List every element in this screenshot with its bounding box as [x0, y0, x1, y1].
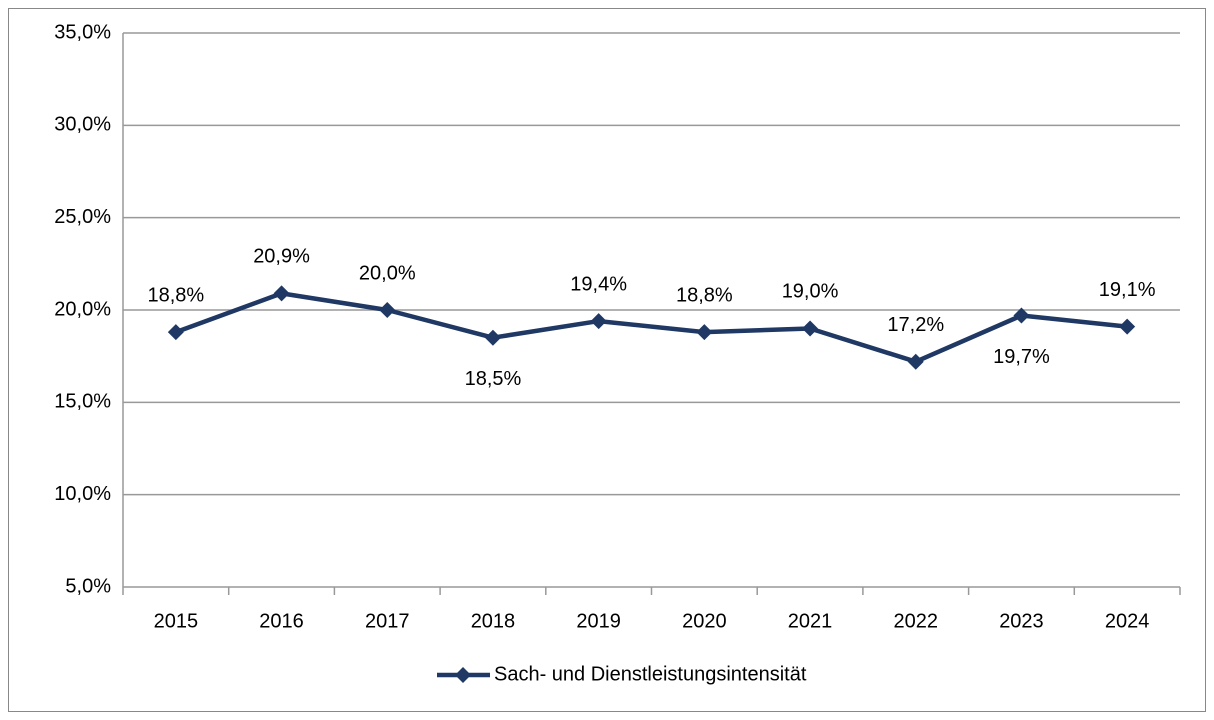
- data-label: 19,4%: [570, 273, 627, 295]
- marker: [167, 324, 184, 341]
- x-tick-label: 2015: [154, 610, 199, 632]
- x-tick-label: 2023: [999, 610, 1044, 632]
- y-tick-label: 25,0%: [54, 206, 111, 228]
- line: [175, 291, 1128, 364]
- x-tick-label: 2019: [576, 610, 621, 632]
- marker: [590, 313, 607, 330]
- marker: [1013, 307, 1030, 324]
- marker: [484, 329, 501, 346]
- marker: [802, 320, 819, 337]
- x-tick-label: 2017: [365, 610, 410, 632]
- data-label: 18,8%: [147, 284, 204, 306]
- x-tick-label: 2016: [259, 610, 304, 632]
- y-tick-label: 5,0%: [65, 575, 111, 597]
- marker: [696, 324, 713, 341]
- marker: [907, 353, 924, 370]
- data-label: 20,0%: [359, 262, 416, 284]
- data-label: 19,1%: [1099, 279, 1156, 301]
- y-tick-label: 10,0%: [54, 483, 111, 505]
- legend-marker: [455, 667, 471, 683]
- x-tick-label: 2020: [682, 610, 727, 632]
- data-label: 19,0%: [782, 281, 839, 303]
- data-label: 18,5%: [465, 368, 522, 390]
- y-tick-label: 20,0%: [54, 298, 111, 320]
- x-tick-label: 2024: [1105, 610, 1150, 632]
- y-tick-label: 35,0%: [54, 21, 111, 43]
- marker: [273, 285, 290, 302]
- data-label: 19,7%: [993, 346, 1050, 368]
- x-tick-label: 2022: [894, 610, 939, 632]
- marker: [1119, 318, 1136, 335]
- x-tick-label: 2021: [788, 610, 833, 632]
- marker: [379, 302, 396, 318]
- data-label: 17,2%: [887, 314, 944, 336]
- y-tick-label: 30,0%: [54, 114, 111, 136]
- y-tick-label: 15,0%: [54, 391, 111, 413]
- legend-label: Sach- und Dienstleistungsintensität: [494, 663, 807, 685]
- data-label: 20,9%: [253, 246, 310, 268]
- data-label: 18,8%: [676, 284, 733, 306]
- x-tick-label: 2018: [471, 610, 516, 632]
